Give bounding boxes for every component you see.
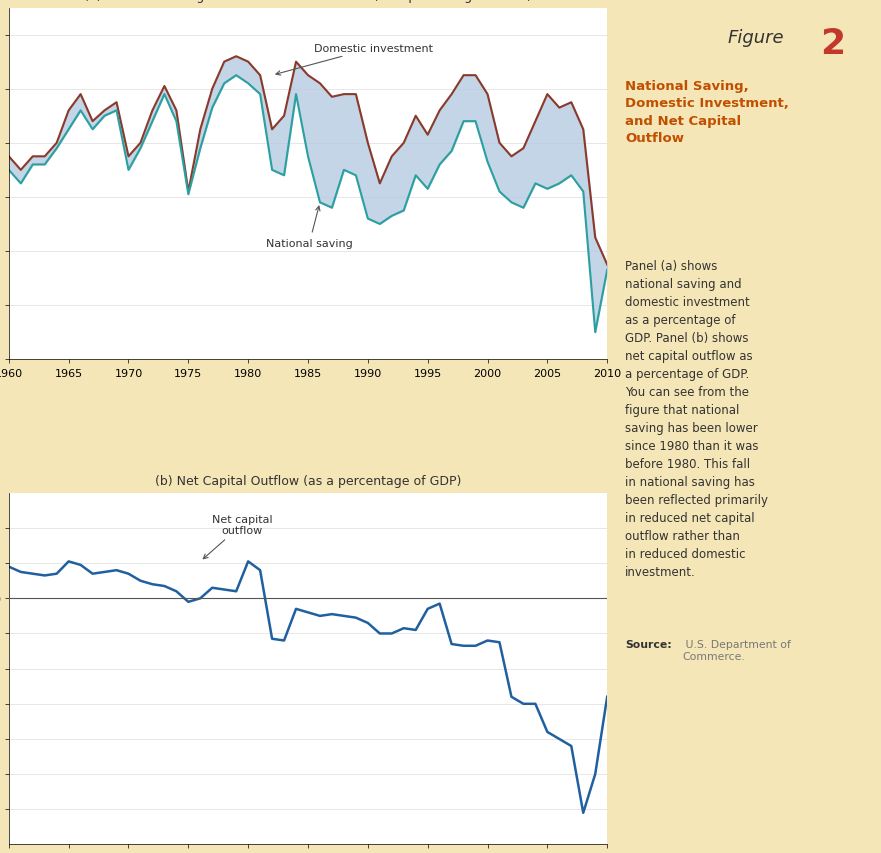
Title: (b) Net Capital Outflow (as a percentage of GDP): (b) Net Capital Outflow (as a percentage… bbox=[155, 475, 461, 488]
Text: Domestic investment: Domestic investment bbox=[276, 44, 433, 76]
Text: Source:: Source: bbox=[625, 640, 671, 650]
Text: Net capital
outflow: Net capital outflow bbox=[204, 514, 272, 559]
Text: Panel (a) shows
national saving and
domestic investment
as a percentage of
GDP. : Panel (a) shows national saving and dome… bbox=[625, 259, 768, 578]
Text: U.S. Department of
Commerce.: U.S. Department of Commerce. bbox=[683, 640, 791, 661]
Text: National saving: National saving bbox=[266, 207, 353, 248]
Title: (a) National Saving and Domestic Investment (as a percentage of GDP): (a) National Saving and Domestic Investm… bbox=[84, 0, 532, 3]
Text: National Saving,
Domestic Investment,
and Net Capital
Outflow: National Saving, Domestic Investment, an… bbox=[625, 79, 788, 145]
Text: 2: 2 bbox=[820, 27, 846, 61]
Text: Figure: Figure bbox=[728, 29, 784, 48]
